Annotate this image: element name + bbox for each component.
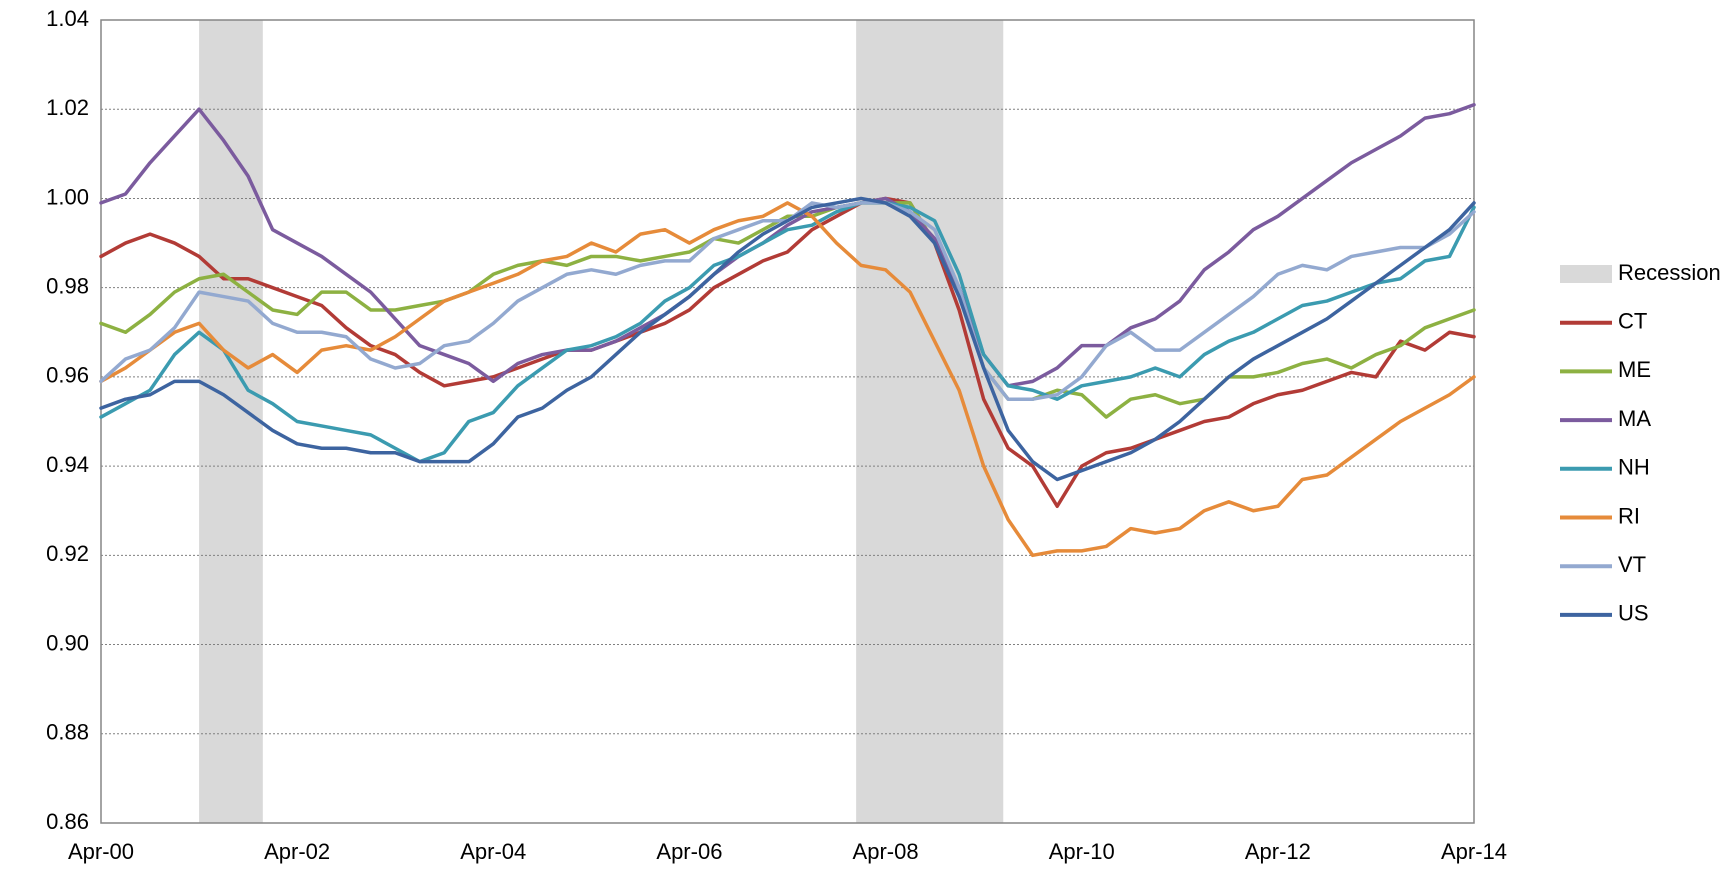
y-tick-label: 0.92 [46, 541, 89, 566]
y-tick-label: 0.96 [46, 363, 89, 388]
x-tick-label: Apr-12 [1245, 839, 1311, 864]
series-line [99, 196, 1476, 509]
series-line [99, 103, 1476, 388]
x-tick-label: Apr-14 [1441, 839, 1507, 864]
recession-band [199, 20, 263, 823]
plot-frame [100, 19, 1475, 824]
series-line [99, 201, 1476, 419]
y-tick-label: 0.88 [46, 720, 89, 745]
legend-label: RI [1618, 503, 1640, 528]
x-tick-label: Apr-02 [264, 839, 330, 864]
series-line [99, 201, 1476, 558]
x-tick-label: Apr-04 [460, 839, 526, 864]
x-tick-label: Apr-10 [1049, 839, 1115, 864]
y-tick-label: 0.94 [46, 452, 89, 477]
legend-label: ME [1618, 357, 1651, 382]
series-line [99, 201, 1476, 464]
y-tick-label: 1.04 [46, 6, 89, 31]
y-tick-label: 1.00 [46, 184, 89, 209]
legend-label: CT [1618, 309, 1647, 334]
y-tick-label: 0.90 [46, 630, 89, 655]
y-tick-label: 0.98 [46, 273, 89, 298]
recession-band [856, 20, 1004, 823]
legend-label: MA [1618, 406, 1651, 431]
legend-label: US [1618, 601, 1649, 626]
x-tick-label: Apr-08 [853, 839, 919, 864]
legend-label: Recession [1618, 260, 1721, 285]
series-line [99, 196, 1476, 482]
x-tick-label: Apr-06 [656, 839, 722, 864]
x-tick-label: Apr-00 [68, 839, 134, 864]
legend-label: NH [1618, 455, 1650, 480]
legend-swatch [1560, 265, 1612, 283]
y-tick-label: 0.86 [46, 809, 89, 834]
y-tick-label: 1.02 [46, 95, 89, 120]
legend-label: VT [1618, 552, 1646, 577]
